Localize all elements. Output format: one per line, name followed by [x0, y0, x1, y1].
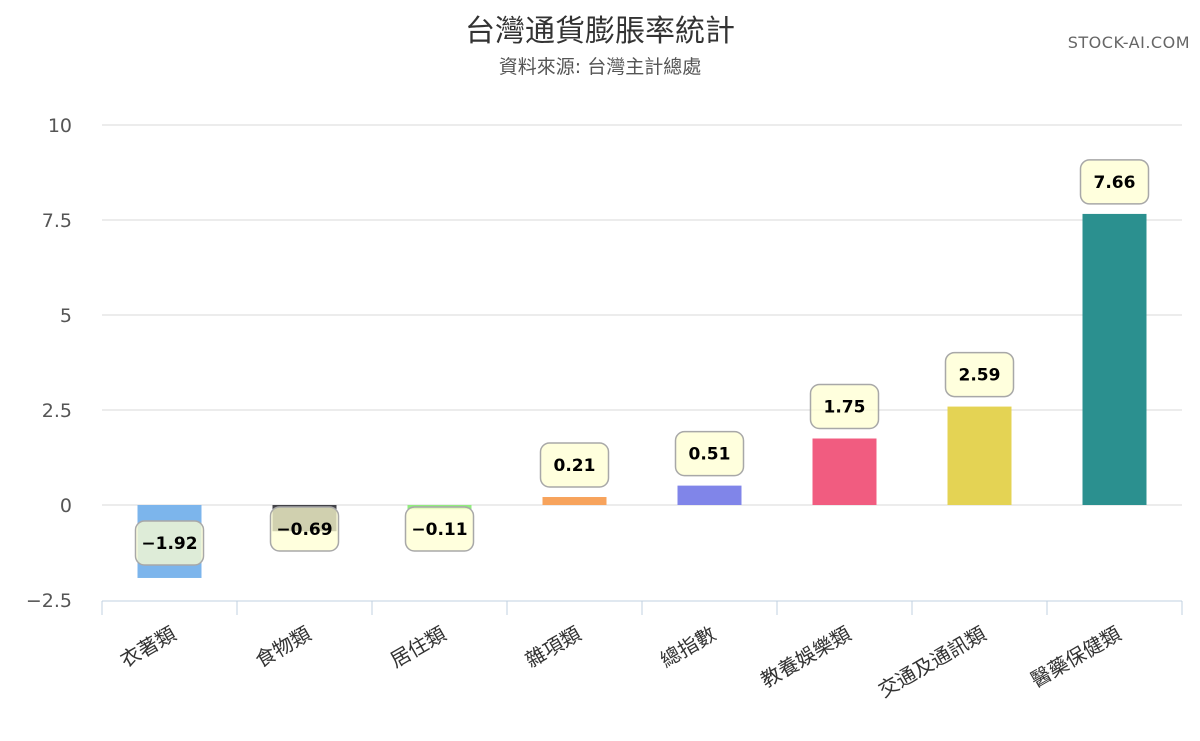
- data-label: 2.59: [959, 366, 1001, 386]
- data-label: 1.75: [824, 398, 866, 418]
- y-tick-label: −2.5: [26, 590, 72, 612]
- data-label-box: [1079, 159, 1150, 205]
- x-tick-label: 教養娛樂類: [756, 622, 855, 693]
- data-label-box: [134, 520, 205, 566]
- x-tick-label: 居住類: [386, 622, 450, 673]
- x-tick-label: 衣著類: [116, 622, 180, 673]
- credit-link[interactable]: STOCK-AI.COM: [1067, 33, 1190, 52]
- y-tick-label: 10: [48, 115, 72, 137]
- chart-subtitle: 資料來源: 台灣主計總處: [498, 56, 702, 78]
- x-tick-label: 交通及通訊類: [874, 622, 990, 703]
- y-tick-label: 2.5: [42, 400, 72, 422]
- data-label-box: [944, 351, 1015, 398]
- x-tick-label: 食物類: [251, 622, 315, 673]
- data-label-box: [404, 506, 475, 552]
- data-label: 0.51: [689, 445, 731, 465]
- x-tick-label: 醫藥保健類: [1026, 622, 1125, 693]
- data-label: −0.69: [276, 520, 332, 540]
- data-label: 0.21: [554, 456, 596, 476]
- chart-title: 台灣通貨膨脹率統計: [465, 14, 735, 49]
- data-label: −0.11: [411, 520, 467, 540]
- y-tick-label: 5: [60, 305, 72, 327]
- y-tick-label: 7.5: [42, 210, 72, 232]
- data-label-box: [539, 442, 610, 488]
- bar: [947, 406, 1012, 505]
- bar: [812, 438, 877, 505]
- bar: [542, 497, 607, 505]
- bar: [677, 485, 742, 505]
- x-tick-label: 總指數: [656, 622, 720, 673]
- x-tick-label: 雜項類: [521, 622, 585, 673]
- data-label-box: [809, 383, 880, 430]
- y-tick-label: 0: [60, 495, 72, 517]
- data-label: −1.92: [141, 534, 197, 554]
- bar: [1082, 213, 1147, 506]
- data-label: 7.66: [1094, 173, 1136, 193]
- data-label-box: [674, 430, 745, 477]
- data-label-box: [269, 506, 340, 552]
